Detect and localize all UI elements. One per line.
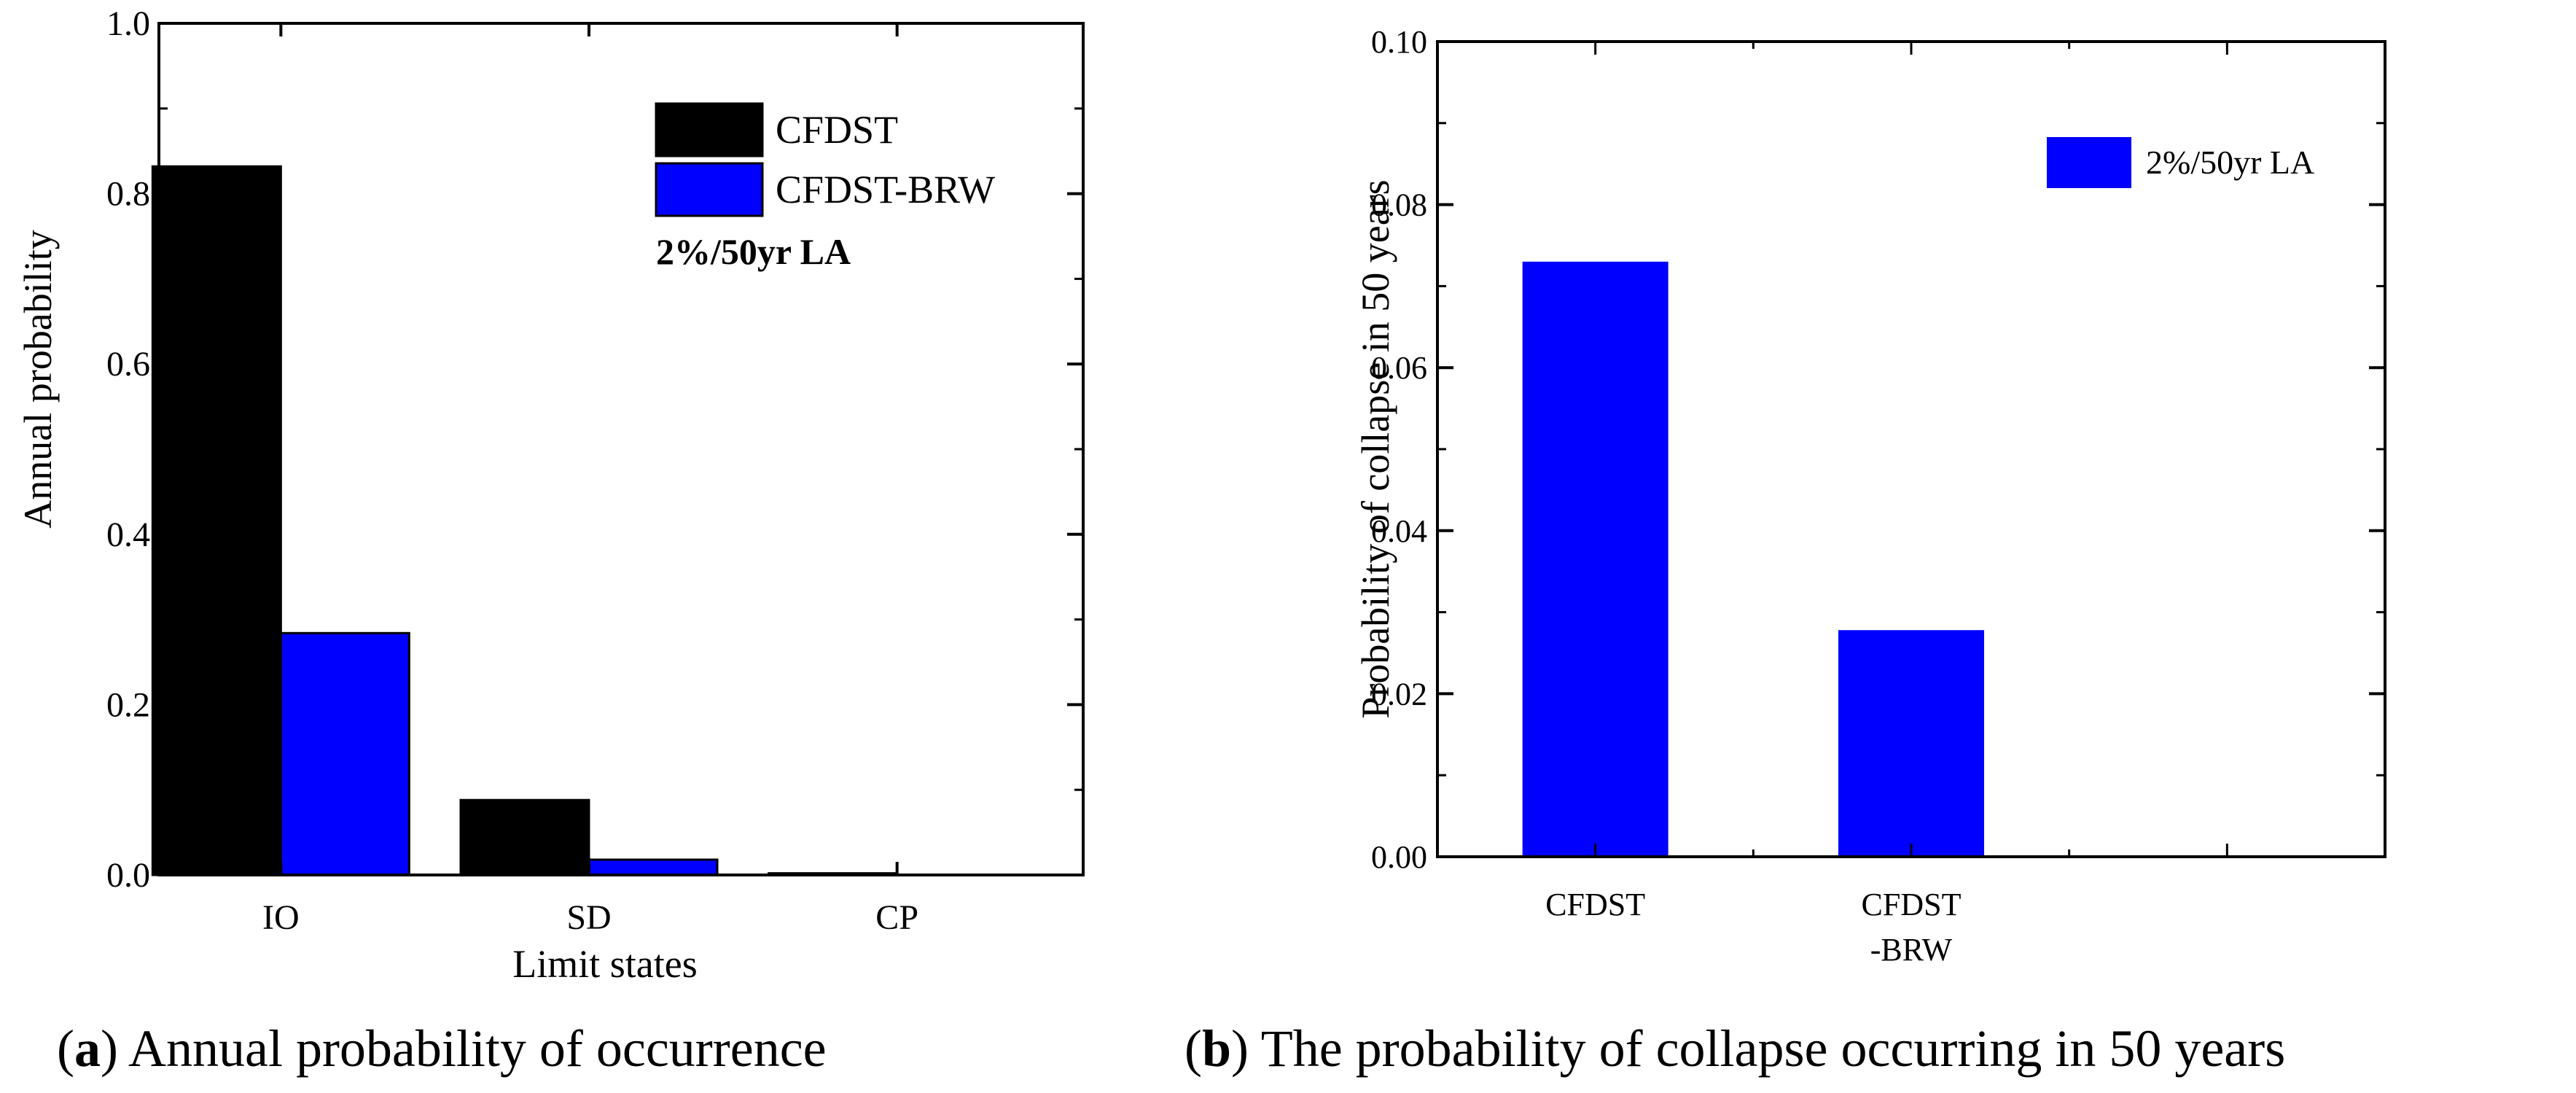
chart-b-ytick-label: 0.06 xyxy=(1371,350,1427,386)
caption-b: (b) The probability of collapse occurrin… xyxy=(1184,1019,2285,1078)
legend-b-label: 2%/50yr LA xyxy=(2146,144,2314,181)
chart-b-bar-cfdst-brw xyxy=(1838,630,1984,857)
chart-a-xlabel: Limit states xyxy=(512,942,697,986)
chart-a-bar-cfdst-brw-sd xyxy=(588,858,719,876)
chart-b-ytick-label: 0.04 xyxy=(1371,513,1427,549)
chart-a-bar-cfdst-brw-io xyxy=(279,631,410,876)
chart-a-ytick-label: 0.6 xyxy=(106,345,150,384)
chart-a-ytick-label: 0.8 xyxy=(106,175,150,214)
chart-a: 0.0 0.2 0.4 0.6 0.8 1.0 IO SD CP Limit states A… xyxy=(16,4,1085,986)
chart-b-xtick-label: CFDST xyxy=(1545,887,1645,922)
chart-a-ytick-label: 1.0 xyxy=(106,4,150,43)
chart-a-xtick-label: SD xyxy=(566,898,611,937)
chart-a-bar-cfdst-io xyxy=(151,165,282,876)
chart-a-annotation: 2%/50yr LA xyxy=(656,231,851,272)
chart-a-ytick-label: 0.0 xyxy=(106,856,150,895)
chart-b: 0.000.020.040.060.080.10 CFDST CFDST-BRW … xyxy=(1354,24,2386,968)
caption-a: (a) Annual probability of occurrence xyxy=(57,1019,827,1078)
caption-a-text: Annual probability of occurrence xyxy=(118,1019,827,1078)
chart-b-ytick-label: 0.10 xyxy=(1371,24,1427,60)
legend-a-swatch-cfdst-brw xyxy=(655,162,764,217)
chart-a-bar-cfdst-sd xyxy=(459,798,590,876)
legend-a-label-cfdst-brw: CFDST-BRW xyxy=(776,168,995,211)
chart-b-xtick-label: CFDST xyxy=(1862,887,1962,922)
chart-b-xtick-label: -BRW xyxy=(1870,932,1953,968)
chart-a-xtick-label: CP xyxy=(875,898,918,937)
caption-a-label: a xyxy=(74,1019,101,1078)
caption-b-label: b xyxy=(1202,1019,1231,1078)
chart-a-ytick-label: 0.4 xyxy=(106,516,150,554)
chart-b-ylabel: Probability of collapse in 50 years xyxy=(1354,179,1397,718)
caption-b-text: The probability of collapse occurring in… xyxy=(1249,1019,2285,1078)
legend-a-label-cfdst: CFDST xyxy=(776,108,898,152)
chart-a-ylabel: Annual probability xyxy=(16,230,60,528)
chart-a-ytick-label: 0.2 xyxy=(106,685,150,724)
chart-b-bar-cfdst xyxy=(1522,261,1668,857)
legend-b-swatch xyxy=(2047,137,2131,188)
legend-a-swatch-cfdst xyxy=(655,102,764,157)
chart-b-ytick-label: 0.02 xyxy=(1371,676,1427,712)
chart-b-ytick-label: 0.08 xyxy=(1371,187,1427,223)
chart-b-ytick-label: 0.00 xyxy=(1371,839,1427,875)
chart-a-xtick-label: IO xyxy=(262,898,300,937)
